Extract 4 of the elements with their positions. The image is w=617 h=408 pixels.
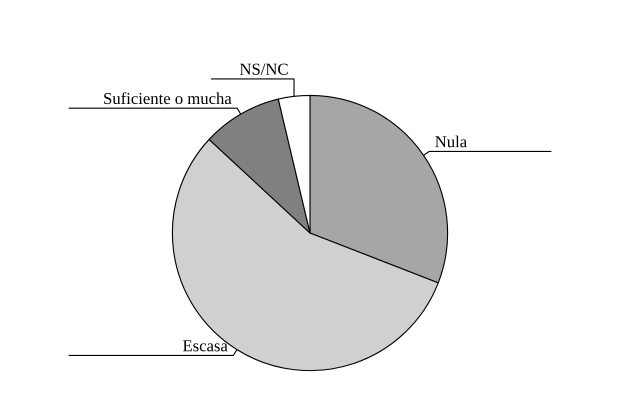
slice-label: NS/NC: [240, 64, 288, 75]
slice-label: Suficiente o mucha: [104, 92, 232, 104]
slice-label: Escasa: [182, 340, 228, 352]
slice-label: Nula: [435, 136, 467, 148]
